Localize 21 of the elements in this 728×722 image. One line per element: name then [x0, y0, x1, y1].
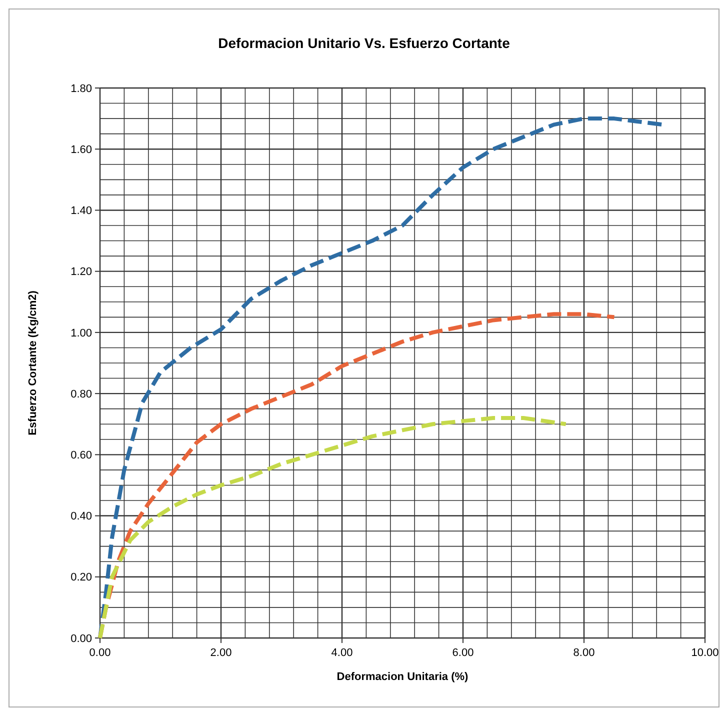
- y-tick-label: 0.60: [70, 450, 92, 462]
- y-tick-label: 1.00: [70, 327, 92, 340]
- x-tick-label: 10.00: [691, 647, 719, 659]
- y-tick-label: 0.80: [70, 388, 92, 400]
- y-tick-label: 1.20: [70, 266, 92, 278]
- y-tick-label: 0.40: [70, 510, 92, 523]
- x-tick-label: 8.00: [573, 647, 595, 659]
- x-tick-label: 0.00: [89, 647, 111, 659]
- line-series: [98, 416, 568, 640]
- x-tick-label: 4.00: [331, 647, 353, 659]
- x-axis-title: Deformacion Unitaria (%): [336, 671, 469, 683]
- y-tick-label: 1.40: [70, 205, 92, 218]
- x-tick-label: 6.00: [452, 647, 474, 659]
- y-tick-label: 1.80: [70, 82, 92, 95]
- y-tick-label: 0.00: [70, 632, 92, 645]
- line-series: [98, 116, 665, 640]
- x-tick-label: 2.00: [210, 647, 232, 659]
- y-tick-label: 1.60: [70, 144, 92, 156]
- y-tick-label: 0.20: [70, 572, 92, 584]
- chart-title: Deformacion Unitario Vs. Esfuerzo Cortante: [218, 35, 510, 51]
- y-axis-title: Esfuerzo Cortante (Kg/cm2): [27, 290, 39, 436]
